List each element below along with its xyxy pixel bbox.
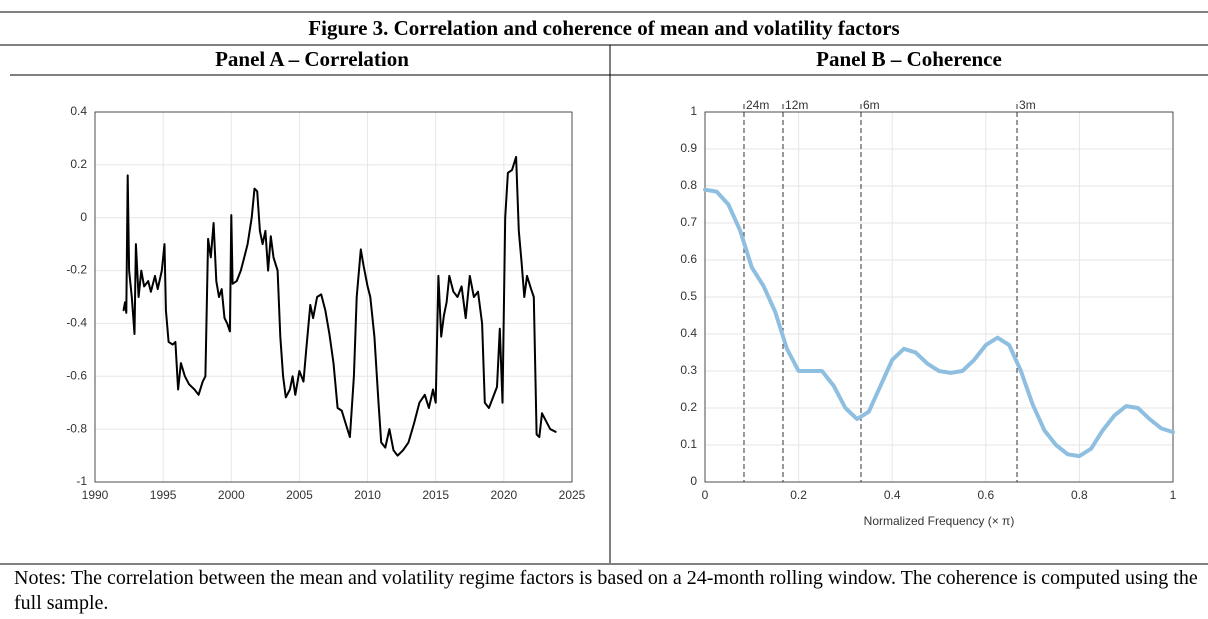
y-tick-label: -0.4 (66, 316, 87, 330)
x-tick-label: 0.4 (884, 488, 901, 502)
y-tick-label: 0.9 (680, 141, 697, 155)
y-tick-label: 0.4 (70, 104, 87, 118)
figure-title: Figure 3. Correlation and coherence of m… (308, 16, 899, 40)
y-tick-label: 0.6 (680, 252, 697, 266)
notes: Notes: The correlation between the mean … (14, 567, 1198, 614)
plot-area (95, 112, 572, 482)
y-tick-label: -0.8 (66, 421, 87, 435)
x-tick-label: 2025 (559, 488, 586, 502)
panel-title: Panel A – Correlation (215, 47, 409, 71)
x-tick-label: 0.8 (1071, 488, 1088, 502)
x-tick-label: 1990 (82, 488, 109, 502)
x-tick-label: 0.2 (790, 488, 807, 502)
x-axis-label: Normalized Frequency (× π) (864, 514, 1015, 528)
panel-title: Panel B – Coherence (816, 47, 1002, 71)
reference-label: 12m (785, 98, 808, 112)
data-line (703, 187, 1175, 459)
data-line (122, 155, 557, 457)
axes-box (704, 111, 1174, 483)
reference-label: 24m (746, 98, 769, 112)
x-tick-label: 2015 (422, 488, 449, 502)
y-tick-label: 0.3 (680, 363, 697, 377)
y-tick-label: 0.2 (680, 400, 697, 414)
x-tick-label: 2000 (218, 488, 245, 502)
x-tick-label: 0 (702, 488, 709, 502)
y-tick-label: 0.7 (680, 215, 697, 229)
y-tick-label: 0.4 (680, 326, 697, 340)
reference-label: 6m (863, 98, 880, 112)
y-tick-label: 0.5 (680, 289, 697, 303)
x-tick-label: 1995 (150, 488, 177, 502)
x-tick-label: 2020 (491, 488, 518, 502)
y-tick-label: -0.2 (66, 263, 87, 277)
y-tick-label: -1 (76, 474, 87, 488)
y-tick-label: 0.8 (680, 178, 697, 192)
y-tick-label: 0 (690, 474, 697, 488)
y-tick-label: 0.1 (680, 437, 697, 451)
x-tick-label: 0.6 (977, 488, 994, 502)
reference-label: 3m (1019, 98, 1036, 112)
x-tick-label: 2005 (286, 488, 313, 502)
y-tick-label: 0.2 (70, 157, 87, 171)
x-tick-label: 1 (1170, 488, 1177, 502)
x-tick-label: 2010 (354, 488, 381, 502)
y-tick-label: -0.6 (66, 368, 87, 382)
figure: Figure 3. Correlation and coherence of m… (0, 11, 1208, 565)
axes-box (94, 111, 573, 483)
y-tick-label: 0 (80, 210, 87, 224)
y-tick-label: 1 (690, 104, 697, 118)
